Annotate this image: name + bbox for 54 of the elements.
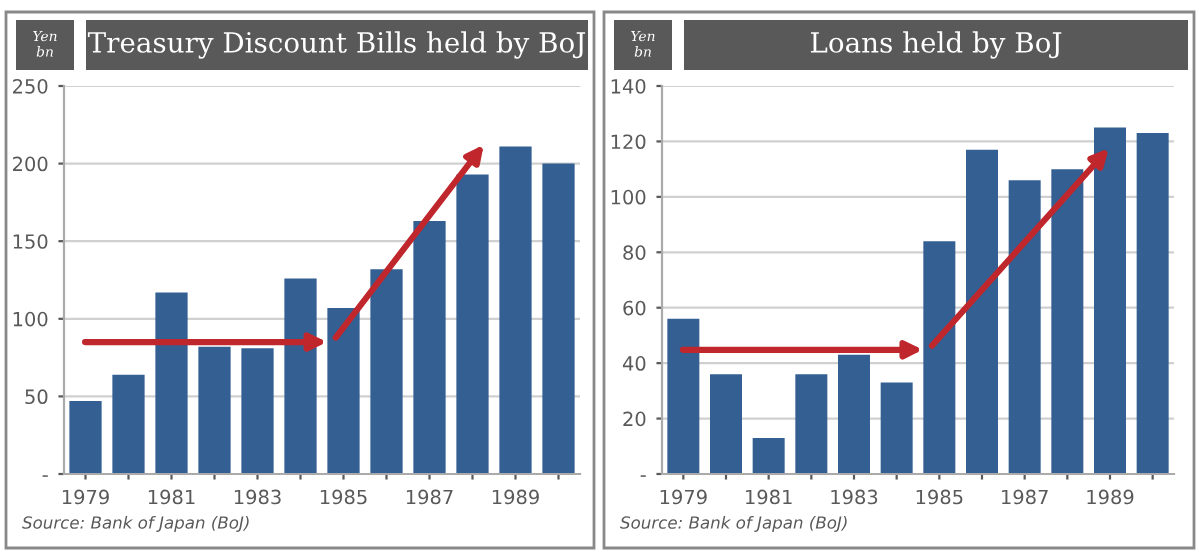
- bar: [752, 437, 785, 474]
- y-tick-label: -: [42, 475, 48, 477]
- bar: [155, 292, 188, 474]
- x-tick-label: 1979: [62, 489, 109, 505]
- bar: [499, 146, 532, 474]
- bar: [456, 174, 489, 474]
- y-tick-label: 100: [611, 189, 646, 205]
- bar: [710, 374, 742, 474]
- y-tick-label: 50: [25, 389, 48, 405]
- x-tick-label: 1989: [492, 489, 539, 505]
- bar: [241, 348, 274, 474]
- x-tick-label: 1981: [148, 489, 195, 505]
- x-tick-label: 1987: [406, 489, 453, 505]
- bar: [667, 318, 700, 474]
- bar: [1094, 127, 1126, 474]
- bar: [112, 374, 145, 474]
- x-tick-label: 1989: [1087, 489, 1134, 505]
- bar: [923, 241, 956, 474]
- y-tick-label: 120: [611, 134, 646, 150]
- y-tick-label: 150: [13, 234, 48, 249]
- bar: [370, 269, 403, 474]
- x-tick-label: 1979: [660, 489, 707, 505]
- bar: [795, 374, 828, 474]
- bar: [69, 401, 102, 474]
- bar: [880, 382, 913, 474]
- y-tick-label: 60: [623, 300, 646, 316]
- x-tick-label: 1983: [831, 489, 878, 505]
- bar: [542, 163, 575, 474]
- bar: [838, 354, 870, 474]
- bar: [413, 221, 446, 474]
- bar: [284, 278, 317, 474]
- source-note: Source: Bank of Japan (BoJ): [620, 515, 847, 533]
- bar: [966, 149, 998, 474]
- y-tick-label: -: [640, 475, 646, 477]
- y-tick-label: 80: [623, 245, 646, 260]
- x-tick-label: 1985: [916, 489, 963, 505]
- bar: [1008, 180, 1041, 474]
- bar: [198, 346, 231, 474]
- chart-title: Treasury Discount Bills held by BoJ: [87, 31, 586, 59]
- y-tick-label: 140: [611, 78, 646, 94]
- y-tick-label: 100: [13, 311, 48, 327]
- x-tick-label: 1981: [746, 489, 792, 505]
- source-note: Source: Bank of Japan (BoJ): [22, 515, 249, 533]
- y-tick-label: 40: [622, 356, 646, 371]
- y-tick-label: 20: [623, 411, 646, 427]
- chart-title: Loans held by BoJ: [810, 31, 1062, 59]
- x-tick-label: 1983: [234, 489, 281, 505]
- y-tick-label: 250: [13, 78, 48, 94]
- bar: [1051, 169, 1084, 474]
- x-tick-label: 1985: [320, 489, 367, 505]
- x-tick-label: 1987: [1002, 489, 1048, 505]
- y-tick-label: 200: [13, 156, 48, 172]
- bar: [1136, 133, 1169, 474]
- bar: [327, 307, 360, 474]
